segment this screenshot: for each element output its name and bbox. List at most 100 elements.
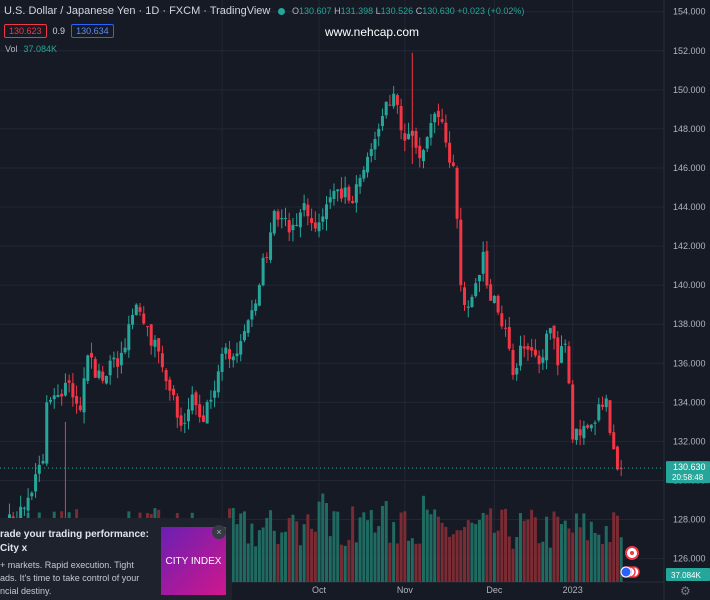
candle-body xyxy=(254,303,258,311)
candle-body xyxy=(354,184,358,203)
change-value: +0.023 (+0.02%) xyxy=(457,6,525,16)
candle-body xyxy=(127,324,131,351)
price-tick-label: 138.000 xyxy=(673,319,706,329)
candle-body xyxy=(19,506,23,524)
volume-bar xyxy=(466,520,470,582)
candle-body xyxy=(518,345,522,366)
gear-icon[interactable]: ⚙ xyxy=(680,584,691,598)
candle-body xyxy=(145,326,149,328)
sell-button[interactable]: 130.623 xyxy=(4,23,47,38)
trade-panel: 130.623 0.9 130.634 xyxy=(4,23,114,38)
candle-body xyxy=(522,346,526,349)
candle-body xyxy=(560,346,563,363)
candle-body xyxy=(291,224,295,231)
candle-body xyxy=(26,497,30,511)
volume-bar xyxy=(433,509,437,582)
chart-legend-title: U.S. Dollar / Japanese Yen · 1D · FXCM ·… xyxy=(4,5,291,17)
volume-bar xyxy=(246,543,250,582)
candle-body xyxy=(302,203,306,211)
candle-body xyxy=(612,432,616,450)
candle-body xyxy=(343,187,347,198)
volume-badge-label: 37.084K xyxy=(671,571,701,580)
candle-body xyxy=(418,145,422,159)
spread-value: 0.9 xyxy=(52,25,66,36)
volume-bar xyxy=(518,513,522,582)
candle-body xyxy=(586,425,590,428)
volume-bar xyxy=(339,544,343,582)
volume-bar xyxy=(601,543,605,582)
volume-bar xyxy=(410,538,414,582)
candle-body xyxy=(250,310,254,320)
candle-body xyxy=(384,101,388,116)
volume-bar xyxy=(511,548,515,582)
candle-body xyxy=(71,383,75,398)
volume-bar xyxy=(571,532,575,582)
volume-bar xyxy=(451,534,455,582)
candle-body xyxy=(604,398,608,408)
candle-body xyxy=(183,422,187,424)
candle-body xyxy=(548,328,552,334)
candle-body xyxy=(242,331,246,341)
candle-body xyxy=(198,404,202,418)
volume-bar xyxy=(310,528,314,582)
time-tick-label: Nov xyxy=(397,585,414,595)
candle-body xyxy=(470,296,474,308)
candle-body xyxy=(477,275,481,282)
buy-button[interactable]: 130.634 xyxy=(71,23,114,38)
candle-body xyxy=(63,382,67,396)
close-icon[interactable]: × xyxy=(212,525,226,539)
volume-bar xyxy=(403,511,407,582)
candle-body xyxy=(220,353,224,373)
candle-body xyxy=(377,128,381,137)
candle-body xyxy=(321,216,325,222)
candle-body xyxy=(298,212,302,228)
price-tick-label: 146.000 xyxy=(673,163,706,173)
candle-body xyxy=(104,375,108,384)
volume-bar xyxy=(589,521,593,582)
open-value: 130.607 xyxy=(299,6,332,16)
candle-body xyxy=(276,211,280,220)
volume-bar xyxy=(231,508,235,582)
candle-body xyxy=(52,395,56,400)
volume-bar xyxy=(507,536,511,582)
volume-bar xyxy=(302,524,306,582)
candle-body xyxy=(313,222,317,229)
price-tick-label: 134.000 xyxy=(673,397,706,407)
volume-bar xyxy=(317,501,321,582)
price-tick-label: 152.000 xyxy=(673,46,706,56)
volume-bar xyxy=(362,512,366,582)
volume-bar xyxy=(343,545,347,582)
volume-bar xyxy=(347,539,351,582)
candle-body xyxy=(261,257,265,286)
candle-body xyxy=(574,428,578,441)
volume-bar xyxy=(351,506,355,582)
candle-body xyxy=(466,306,470,308)
volume-bar xyxy=(250,523,254,582)
volume-bar xyxy=(474,524,478,582)
ad-banner[interactable]: rade your trading performance: City x + … xyxy=(0,518,232,600)
candle-body xyxy=(425,137,429,149)
candle-body xyxy=(201,415,205,422)
candle-body xyxy=(235,353,239,357)
candle-body xyxy=(101,371,105,381)
candle-body xyxy=(567,346,571,384)
last-price-badge xyxy=(666,461,710,484)
candle-body xyxy=(97,370,101,378)
time-tick-label: Dec xyxy=(486,585,503,595)
candle-body xyxy=(310,218,314,223)
candle-body xyxy=(403,133,407,141)
volume-bar xyxy=(563,520,567,582)
candle-body xyxy=(556,337,560,366)
candle-body xyxy=(608,400,612,433)
candle-body xyxy=(511,350,515,375)
candle-body xyxy=(433,113,437,123)
ad-body: + markets. Rapid execution. Tight ads. I… xyxy=(0,560,140,596)
candle-body xyxy=(429,123,433,138)
volume-bar xyxy=(444,526,448,582)
volume-bar xyxy=(414,543,418,582)
candle-body xyxy=(138,307,142,312)
candle-body xyxy=(530,347,534,351)
candle-body xyxy=(436,110,440,118)
